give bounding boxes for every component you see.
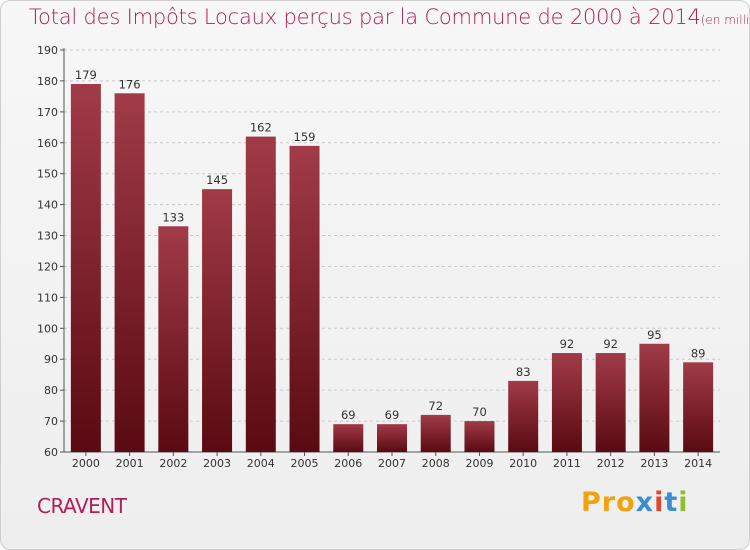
bar-value-label: 162 — [250, 121, 272, 135]
x-tick-label: 2003 — [203, 457, 231, 470]
bar — [508, 380, 539, 452]
logo-part: i — [654, 487, 665, 518]
bar-value-label: 95 — [647, 328, 662, 342]
y-tick-label: 140 — [37, 199, 58, 212]
x-tick-label: 2014 — [684, 457, 712, 470]
x-tick-label: 2007 — [378, 457, 406, 470]
bars — [70, 84, 714, 453]
x-tick-label: 2011 — [553, 457, 581, 470]
bar-value-label: 72 — [428, 399, 443, 413]
y-tick-label: 70 — [44, 415, 58, 428]
bar — [202, 189, 233, 452]
chart-title: Total des Impôts Locaux perçus par la Co… — [29, 5, 750, 29]
y-tick-label: 180 — [37, 75, 58, 88]
chart-title-text: Total des Impôts Locaux perçus par la Co… — [29, 5, 701, 29]
labels: 60 70 80 90 100 110 120 130 140 150 160 170 180 190 17… — [37, 44, 712, 470]
bar-value-label: 92 — [603, 337, 618, 351]
y-tick-label: 170 — [37, 106, 58, 119]
x-tick-label: 2004 — [247, 457, 275, 470]
logo-part: i — [678, 487, 689, 518]
bar — [639, 343, 670, 452]
bar-value-label: 176 — [119, 77, 141, 91]
y-tick-label: 120 — [37, 260, 58, 273]
bar-value-label: 89 — [691, 346, 706, 360]
bar-value-label: 83 — [516, 365, 531, 379]
bar — [158, 226, 189, 452]
chart-unit-note: (en milliers d'€) — [700, 13, 750, 27]
y-tick-label: 60 — [44, 446, 58, 459]
bar-value-label: 70 — [472, 405, 487, 419]
logo-part: x — [635, 487, 655, 518]
x-tick-label: 2010 — [509, 457, 537, 470]
bar-value-label: 92 — [560, 337, 575, 351]
bar — [114, 93, 145, 453]
logo-part: t — [664, 487, 679, 518]
bar — [595, 353, 626, 452]
bar — [245, 136, 276, 453]
bar — [683, 362, 714, 452]
x-tick-label: 2005 — [291, 457, 319, 470]
bar — [464, 421, 495, 452]
y-tick-label: 130 — [37, 230, 58, 243]
bar — [377, 424, 407, 452]
y-tick-label: 90 — [44, 353, 58, 366]
bar-value-label: 69 — [341, 408, 356, 422]
bar-value-label: 69 — [385, 408, 400, 422]
bar — [289, 145, 320, 452]
bar — [70, 84, 101, 452]
bar — [333, 424, 364, 452]
y-tick-label: 110 — [37, 291, 58, 304]
x-tick-label: 2000 — [72, 457, 100, 470]
y-tick-label: 100 — [37, 322, 58, 335]
x-tick-label: 2001 — [116, 457, 144, 470]
bar-value-label: 145 — [206, 173, 228, 187]
y-tick-label: 150 — [37, 168, 58, 181]
x-tick-label: 2006 — [334, 457, 362, 470]
commune-name: CRAVENT — [37, 494, 127, 518]
y-tick-label: 160 — [37, 137, 58, 150]
y-tick-label: 80 — [44, 384, 58, 397]
bar-value-label: 179 — [75, 68, 97, 82]
bar-value-label: 133 — [162, 210, 184, 224]
x-tick-label: 2002 — [159, 457, 187, 470]
x-tick-label: 2008 — [422, 457, 450, 470]
logo-part: Pro — [581, 487, 636, 518]
bar — [420, 414, 451, 452]
x-tick-label: 2013 — [640, 457, 668, 470]
x-tick-label: 2012 — [597, 457, 625, 470]
bar-value-label: 159 — [294, 130, 316, 144]
proxiti-logo[interactable]: Proxiti — [581, 487, 689, 518]
x-tick-label: 2009 — [465, 457, 493, 470]
bar — [551, 353, 582, 452]
y-tick-label: 190 — [37, 44, 58, 57]
